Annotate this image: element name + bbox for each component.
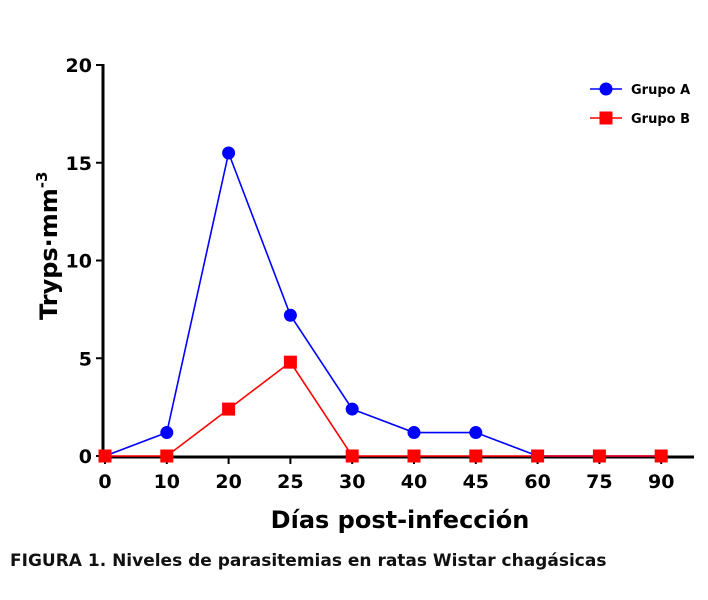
x-tick-label: 10	[154, 471, 180, 493]
x-tick-label: 30	[339, 471, 365, 493]
legend-label-grupo-a: Grupo A	[631, 83, 690, 98]
data-point-grupo-a	[407, 426, 421, 440]
y-ticks: 0 5 10 15 20	[66, 55, 103, 468]
data-point-grupo-a	[345, 402, 359, 416]
x-ticks: 0 10 20 25 30 40 45 60 75 90	[98, 457, 674, 493]
data-point-grupo-b	[160, 449, 174, 463]
data-point-grupo-b	[654, 449, 668, 463]
x-tick-label: 0	[98, 471, 111, 493]
y-tick-label: 0	[79, 446, 92, 468]
data-point-grupo-b	[592, 449, 606, 463]
data-point-grupo-b	[407, 449, 421, 463]
data-point-grupo-a	[160, 426, 174, 440]
y-tick-label: 20	[66, 55, 92, 77]
y-axis-title-main: Tryps·mm	[35, 188, 63, 320]
data-point-grupo-a	[283, 308, 297, 322]
data-point-grupo-b	[98, 449, 112, 463]
data-point-grupo-a	[222, 146, 236, 160]
x-axis-title: Días post-infección	[271, 506, 530, 534]
data-point-grupo-b	[222, 402, 236, 416]
data-point-grupo-b	[469, 449, 483, 463]
legend: Grupo A Grupo B	[590, 82, 690, 127]
y-tick-label: 5	[79, 348, 92, 370]
x-tick-label: 20	[215, 471, 241, 493]
x-tick-label: 90	[648, 471, 674, 493]
y-axis-title-superscript: -3	[33, 172, 51, 189]
series-line-grupo-a	[104, 150, 662, 457]
x-tick-label: 40	[401, 471, 427, 493]
x-tick-label: 45	[463, 471, 489, 493]
y-axis-title: Tryps·mm-3	[33, 172, 63, 320]
x-tick-label: 75	[586, 471, 612, 493]
x-tick-label: 60	[524, 471, 550, 493]
y-tick-label: 15	[66, 153, 92, 175]
legend-marker-grupo-a	[599, 82, 613, 96]
legend-label-grupo-b: Grupo B	[631, 112, 690, 127]
data-point-grupo-b	[345, 449, 359, 463]
series-layer	[98, 146, 668, 463]
x-tick-label: 25	[277, 471, 303, 493]
data-point-grupo-b	[531, 449, 545, 463]
series-line-grupo-b	[105, 361, 662, 457]
y-tick-label: 10	[66, 251, 92, 273]
legend-marker-grupo-b	[599, 111, 613, 125]
data-point-grupo-a	[469, 426, 483, 440]
data-point-grupo-b	[283, 355, 297, 369]
figure-caption: FIGURA 1. Niveles de parasitemias en rat…	[10, 551, 607, 571]
